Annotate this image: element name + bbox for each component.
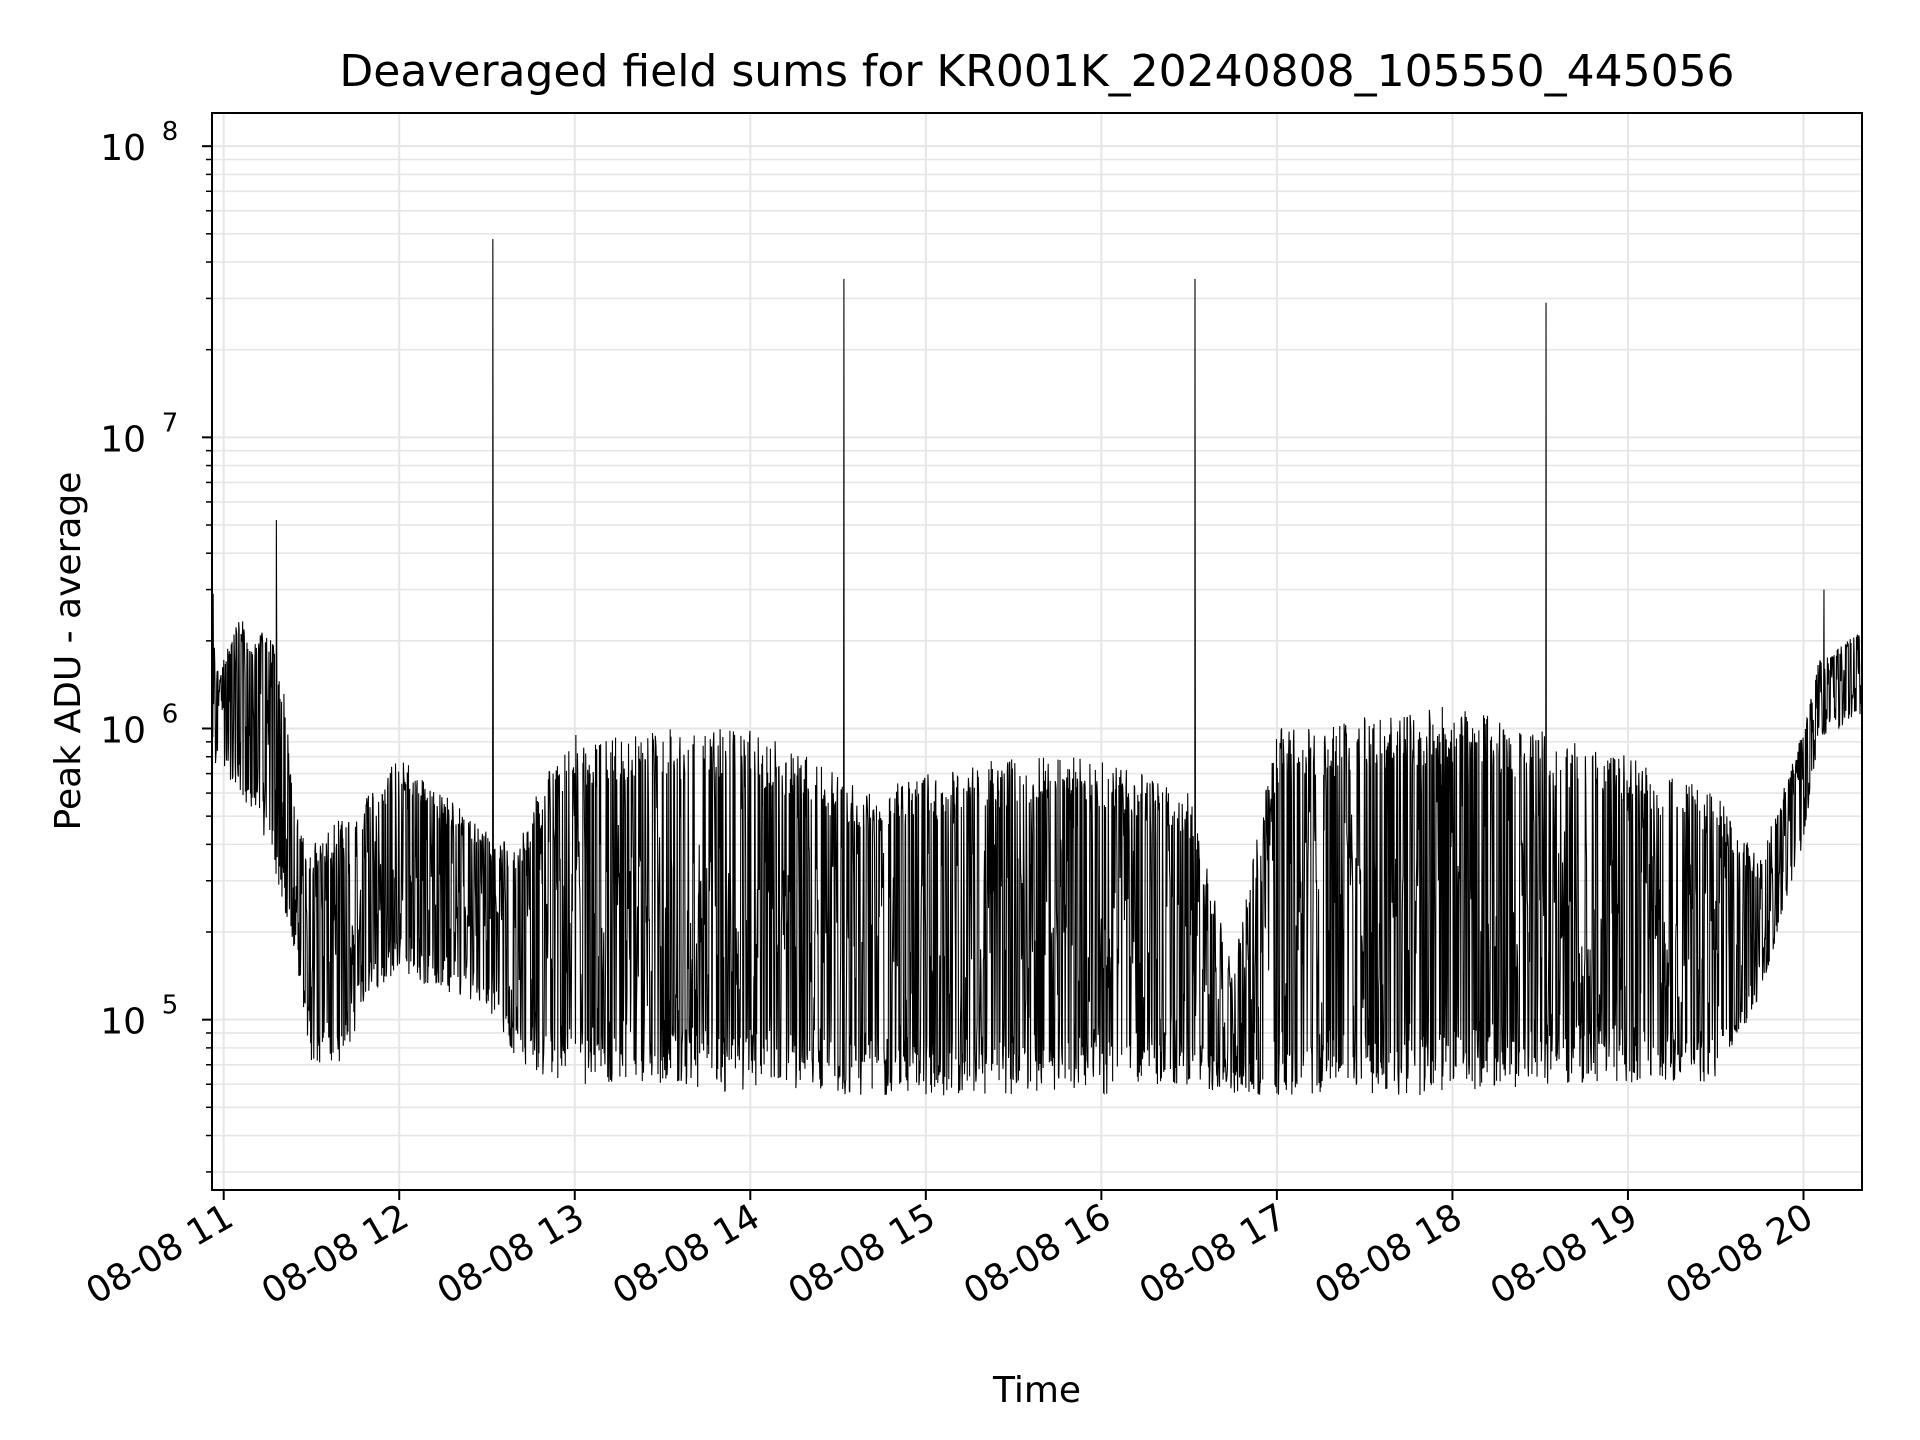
y-tick-exponent: 5: [162, 991, 179, 1021]
data-series: [212, 238, 1862, 1096]
y-tick-label: 10: [100, 128, 146, 169]
chart-title: Deaveraged field sums for KR001K_2024080…: [339, 46, 1734, 97]
plot-frame: [211, 112, 1863, 1191]
x-axis-label: Time: [992, 1370, 1081, 1411]
y-tick-label: 10: [100, 419, 146, 460]
y-axis-label: Peak ADU - average: [48, 472, 89, 831]
y-tick-exponent: 7: [162, 408, 179, 438]
y-tick-label: 10: [100, 1002, 146, 1043]
y-tick-exponent: 6: [162, 700, 179, 730]
y-axis: 10 5 10 6 10 7 10 8: [100, 117, 212, 1173]
y-tick-exponent: 8: [162, 117, 179, 147]
series-line: [212, 238, 1862, 1096]
y-tick-label: 10: [100, 711, 146, 752]
